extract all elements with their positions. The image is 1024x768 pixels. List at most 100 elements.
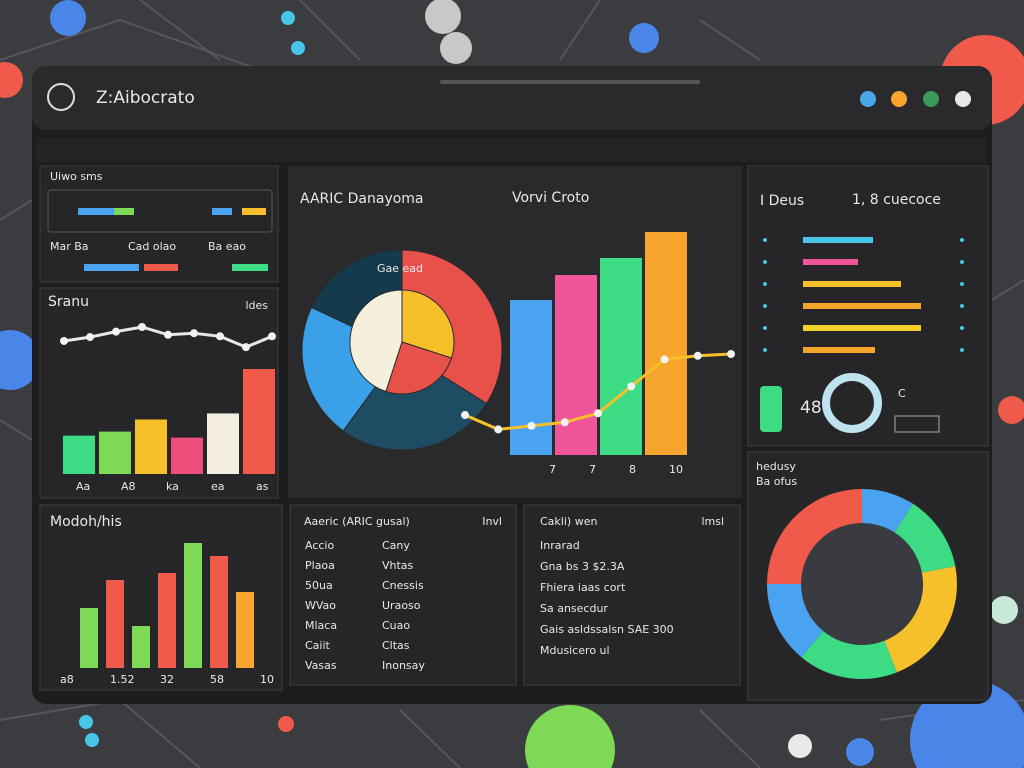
list-item: Gna bs 3 $2.3A (540, 560, 625, 573)
bar (555, 275, 597, 455)
donut-slice (894, 503, 956, 574)
bar (803, 259, 858, 265)
x-tick-label: as (256, 480, 269, 493)
dot (960, 348, 964, 352)
point (138, 323, 146, 331)
bar (803, 303, 921, 309)
label: Gae ead (377, 262, 423, 275)
panel-subtitle: 1, 8 cuecoce (852, 192, 941, 208)
window-icons[interactable] (860, 91, 971, 107)
table-cell: Vhtas (382, 559, 414, 572)
x-tick-label: 32 (160, 673, 174, 686)
point (693, 351, 702, 360)
x-tick-label: 8 (629, 463, 636, 476)
label: 48 (800, 398, 822, 418)
bar (803, 347, 875, 353)
list-item: Mdusicero ul (540, 644, 610, 657)
title-bar (32, 66, 992, 130)
x-tick-label: ka (166, 480, 179, 493)
x-tick-label: 58 (210, 673, 224, 686)
panel-title: Aaeric (ARIC gusal) (304, 515, 410, 528)
ring (822, 373, 882, 433)
table-cell: Cany (382, 539, 410, 552)
bar (803, 325, 921, 331)
x-tick-label: 7 (549, 463, 556, 476)
bar (99, 431, 131, 474)
bar (63, 435, 95, 474)
donut-slice (801, 630, 897, 679)
point (216, 332, 224, 341)
point (461, 411, 469, 420)
dot (960, 260, 964, 264)
dot (763, 304, 767, 308)
dot (960, 326, 964, 330)
x-tick-label: 10 (260, 673, 274, 686)
bar (132, 626, 150, 668)
panel (39, 165, 279, 283)
summary-strips (78, 208, 268, 271)
pie-slice (401, 289, 455, 359)
donut-hole (784, 506, 940, 662)
panel-title: Cakli) wen (540, 515, 597, 528)
table-cell: Mlaca (305, 619, 337, 632)
label: lmsl (701, 515, 724, 528)
donut-slice (767, 583, 824, 658)
table-cell: Inonsay (382, 659, 425, 672)
bar (510, 300, 552, 455)
pie-slice (342, 349, 488, 451)
bar (600, 258, 642, 455)
label: ldes (245, 299, 268, 312)
point (242, 343, 250, 352)
bar (184, 543, 202, 668)
list-item: Gais asldssalsn SAE 300 (540, 623, 674, 636)
bar (135, 419, 167, 474)
table-cell: Cuao (382, 619, 410, 632)
label: C (898, 387, 906, 400)
table-cell: 50ua (305, 579, 333, 592)
pie-slice (349, 289, 403, 393)
panel-title: Modoh/his (50, 514, 122, 530)
panel-title: I Deus (760, 193, 804, 209)
bar (243, 369, 275, 474)
x-tick-label: 10 (669, 463, 683, 476)
point (86, 333, 94, 342)
menu-button[interactable] (47, 83, 75, 111)
input-box[interactable] (894, 415, 940, 433)
dot (960, 282, 964, 286)
point (660, 355, 669, 364)
bar (158, 573, 176, 668)
bar (80, 608, 98, 668)
point (112, 327, 120, 336)
dot (763, 326, 767, 330)
panel (523, 504, 741, 686)
list-item: Fhiera iaas cort (540, 581, 626, 594)
kpi-badge (760, 386, 782, 432)
bar (207, 413, 239, 474)
table-cell: WVao (305, 599, 336, 612)
label: Cad olao (128, 240, 176, 253)
panel-title: Sranu (48, 294, 89, 310)
table-cell: Caiit (305, 639, 331, 652)
point (190, 329, 198, 338)
list-item: Inrarad (540, 539, 580, 552)
bar (236, 592, 254, 668)
x-tick-label: 1.52 (110, 673, 135, 686)
x-tick-label: A8 (121, 480, 136, 493)
pie-slice (385, 341, 453, 395)
label: Ba eao (208, 240, 246, 253)
app-title: Z:Aibocrato (96, 88, 195, 108)
panel-title: hedusy (756, 460, 796, 473)
bar (106, 580, 124, 668)
label: Invl (482, 515, 502, 528)
table-cell: Plaoa (305, 559, 335, 572)
dot (763, 282, 767, 286)
dot (960, 304, 964, 308)
x-tick-label: Aa (76, 480, 90, 493)
donut-slice (883, 566, 957, 673)
bar (645, 232, 687, 455)
point (268, 332, 276, 341)
bar (210, 556, 228, 668)
point (627, 382, 636, 391)
toolbar (36, 138, 986, 162)
